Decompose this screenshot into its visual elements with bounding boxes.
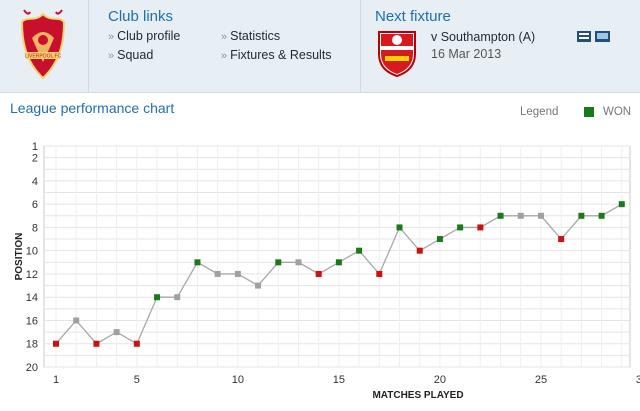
legend-won-label: WON bbox=[603, 106, 632, 118]
y-tick-label: 14 bbox=[26, 292, 38, 304]
match-point bbox=[376, 270, 383, 277]
match-point bbox=[93, 340, 100, 347]
match-point bbox=[255, 282, 262, 289]
x-tick-label: 25 bbox=[535, 374, 547, 386]
match-point bbox=[113, 329, 120, 336]
squad-link[interactable]: » Squad bbox=[108, 48, 153, 62]
match-point bbox=[214, 270, 221, 277]
match-point bbox=[436, 236, 443, 243]
chevron-right-icon: » bbox=[108, 31, 115, 43]
y-tick-label: 10 bbox=[26, 246, 38, 258]
header-bar: LIVERPOOL FC Club links » Club profile » S… bbox=[0, 0, 640, 93]
fixtures-results-link[interactable]: » Fixtures & Results bbox=[221, 48, 332, 62]
southampton-crest-icon[interactable] bbox=[375, 28, 419, 78]
match-point bbox=[618, 201, 625, 208]
next-fixture-title: Next fixture bbox=[375, 8, 451, 25]
match-point bbox=[174, 294, 181, 301]
x-tick-label: 30 bbox=[636, 374, 640, 386]
svg-text:LIVERPOOL FC: LIVERPOOL FC bbox=[25, 54, 62, 60]
statistics-link[interactable]: » Statistics bbox=[221, 29, 280, 43]
match-point bbox=[517, 212, 524, 219]
club-profile-link[interactable]: » Club profile bbox=[108, 29, 180, 43]
match-point bbox=[578, 212, 585, 219]
x-axis-label: MATCHES PLAYED bbox=[372, 390, 463, 401]
y-tick-label: 12 bbox=[26, 269, 38, 281]
y-tick-label: 4 bbox=[32, 176, 38, 188]
match-point bbox=[154, 294, 161, 301]
y-tick-label: 1 bbox=[32, 141, 38, 153]
y-tick-label: 2 bbox=[32, 153, 38, 165]
chart-title: League performance chart bbox=[10, 100, 175, 116]
tv-listing-icon[interactable] bbox=[577, 31, 611, 43]
y-axis-label: POSITION bbox=[14, 233, 25, 281]
legend-label: Legend bbox=[520, 106, 559, 118]
x-tick-label: 1 bbox=[53, 374, 59, 386]
club-profile-label: Club profile bbox=[117, 29, 181, 43]
match-point bbox=[315, 270, 322, 277]
y-tick-label: 8 bbox=[32, 222, 38, 234]
match-point bbox=[133, 340, 140, 347]
chevron-right-icon: » bbox=[221, 31, 228, 43]
y-tick-label: 20 bbox=[26, 362, 38, 374]
match-point bbox=[295, 259, 302, 266]
match-point bbox=[477, 224, 484, 231]
club-links-panel: Club links » Club profile » Squad » Statist… bbox=[88, 0, 361, 92]
statistics-label: Statistics bbox=[230, 29, 281, 43]
x-tick-label: 5 bbox=[134, 374, 140, 386]
club-links-title: Club links bbox=[108, 8, 174, 25]
match-point bbox=[73, 317, 80, 324]
match-point bbox=[194, 259, 201, 266]
legend-won-swatch bbox=[584, 107, 594, 117]
chevron-right-icon: » bbox=[221, 50, 228, 62]
fixture-date: 16 Mar 2013 bbox=[431, 47, 502, 61]
match-point bbox=[416, 247, 423, 254]
match-point bbox=[396, 224, 403, 231]
fixtures-results-label: Fixtures & Results bbox=[230, 48, 332, 62]
squad-label: Squad bbox=[117, 48, 154, 62]
match-point bbox=[356, 247, 363, 254]
match-point bbox=[537, 212, 544, 219]
match-point bbox=[558, 236, 565, 243]
fixture-opponent[interactable]: v Southampton (A) bbox=[431, 30, 536, 44]
x-tick-label: 20 bbox=[434, 374, 446, 386]
x-tick-label: 15 bbox=[333, 374, 345, 386]
match-point bbox=[457, 224, 464, 231]
y-tick-label: 6 bbox=[32, 199, 38, 211]
chevron-right-icon: » bbox=[108, 50, 115, 62]
match-point bbox=[598, 212, 605, 219]
plot-area bbox=[43, 145, 631, 368]
match-point bbox=[53, 340, 59, 347]
y-tick-label: 18 bbox=[26, 339, 38, 351]
league-performance-chart: 12468101214161820151015202530MATCHES PLA… bbox=[14, 141, 640, 401]
match-point bbox=[275, 259, 282, 266]
x-tick-label: 10 bbox=[232, 374, 244, 386]
next-fixture-panel: Next fixture v Southampton (A) 16 Mar 20… bbox=[361, 0, 640, 92]
y-tick-label: 16 bbox=[26, 315, 38, 327]
match-point bbox=[234, 270, 241, 277]
match-point bbox=[335, 259, 342, 266]
match-point bbox=[497, 212, 504, 219]
liverpool-crest-icon[interactable]: LIVERPOOL FC bbox=[18, 8, 68, 84]
crest-panel: LIVERPOOL FC bbox=[0, 0, 89, 92]
